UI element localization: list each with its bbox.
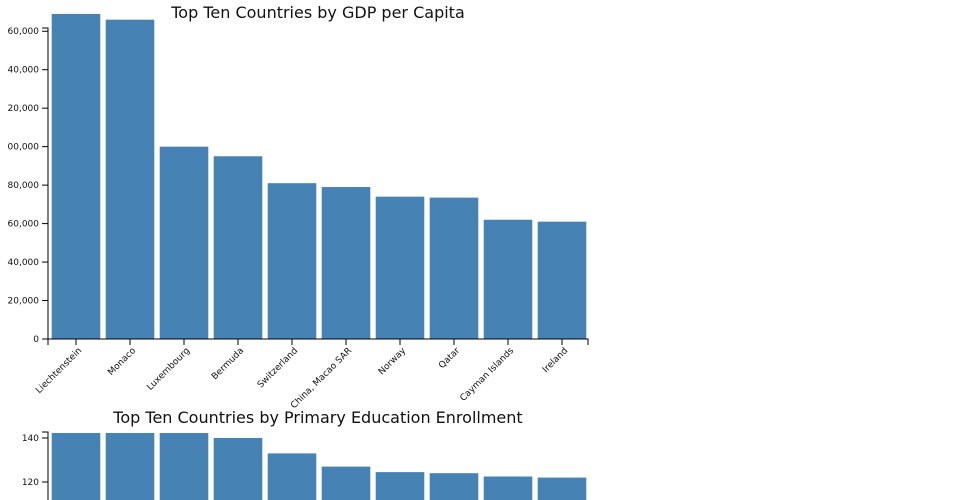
- gdp-y-tick-label: 80,000: [8, 181, 40, 191]
- education-bar[interactable]: [267, 453, 317, 500]
- education-y-tick-label: 140: [22, 434, 39, 444]
- gdp-bar[interactable]: [267, 183, 317, 339]
- gdp-y-tick-label: 20,000: [8, 297, 40, 307]
- gdp-bar[interactable]: [375, 196, 425, 339]
- gdp-x-tick-label: Cayman Islands: [459, 346, 517, 404]
- education-bar[interactable]: [51, 433, 101, 500]
- gdp-bar[interactable]: [429, 197, 479, 339]
- gdp-y-tick-label: 60,000: [8, 27, 40, 37]
- gdp-bar[interactable]: [321, 187, 371, 339]
- education-y-tick-label: 120: [22, 478, 39, 488]
- gdp-chart-title: Top Ten Countries by GDP per Capita: [170, 3, 465, 22]
- education-bar[interactable]: [537, 477, 587, 500]
- education-bar[interactable]: [159, 433, 209, 500]
- gdp-bar[interactable]: [483, 219, 533, 339]
- gdp-y-axis-line: [42, 27, 49, 340]
- gdp-bar[interactable]: [213, 156, 263, 339]
- education-bar[interactable]: [213, 438, 263, 500]
- education-bar[interactable]: [429, 473, 479, 500]
- gdp-y-tick-label: 0: [33, 335, 39, 345]
- gdp-y-tick-label: 40,000: [8, 66, 40, 76]
- education-bar[interactable]: [483, 476, 533, 500]
- education-bar[interactable]: [321, 466, 371, 500]
- gdp-x-tick-label: Norway: [377, 346, 409, 378]
- gdp-x-tick-label: Luxembourg: [145, 346, 192, 393]
- gdp-bar[interactable]: [51, 13, 101, 340]
- education-bar[interactable]: [375, 472, 425, 500]
- gdp-y-tick-label: 00,000: [8, 143, 40, 153]
- gdp-bar[interactable]: [159, 146, 209, 339]
- gdp-y-tick-label: 40,000: [8, 258, 40, 268]
- education-chart: Top Ten Countries by Primary Education E…: [22, 408, 587, 500]
- gdp-x-tick-label: Bermuda: [210, 346, 246, 382]
- gdp-x-tick-label: Monaco: [106, 346, 138, 378]
- gdp-chart: Top Ten Countries by GDP per Capita 0 20,…: [8, 3, 589, 411]
- gdp-x-tick-label: Liechtenstein: [34, 346, 84, 396]
- gdp-x-tick-label: Ireland: [541, 346, 570, 375]
- gdp-bar[interactable]: [537, 221, 587, 339]
- education-y-axis-line: [42, 431, 49, 500]
- education-chart-title: Top Ten Countries by Primary Education E…: [112, 408, 522, 427]
- education-bar[interactable]: [105, 433, 155, 500]
- gdp-x-axis-line: [47, 338, 589, 345]
- gdp-y-tick-label: 60,000: [8, 220, 40, 230]
- gdp-x-tick-label: Switzerland: [256, 346, 300, 390]
- gdp-bar[interactable]: [105, 19, 155, 339]
- gdp-x-tick-label: China, Macao SAR: [289, 346, 354, 411]
- gdp-y-tick-label: 20,000: [8, 104, 40, 114]
- gdp-x-tick-label: Qatar: [437, 346, 462, 371]
